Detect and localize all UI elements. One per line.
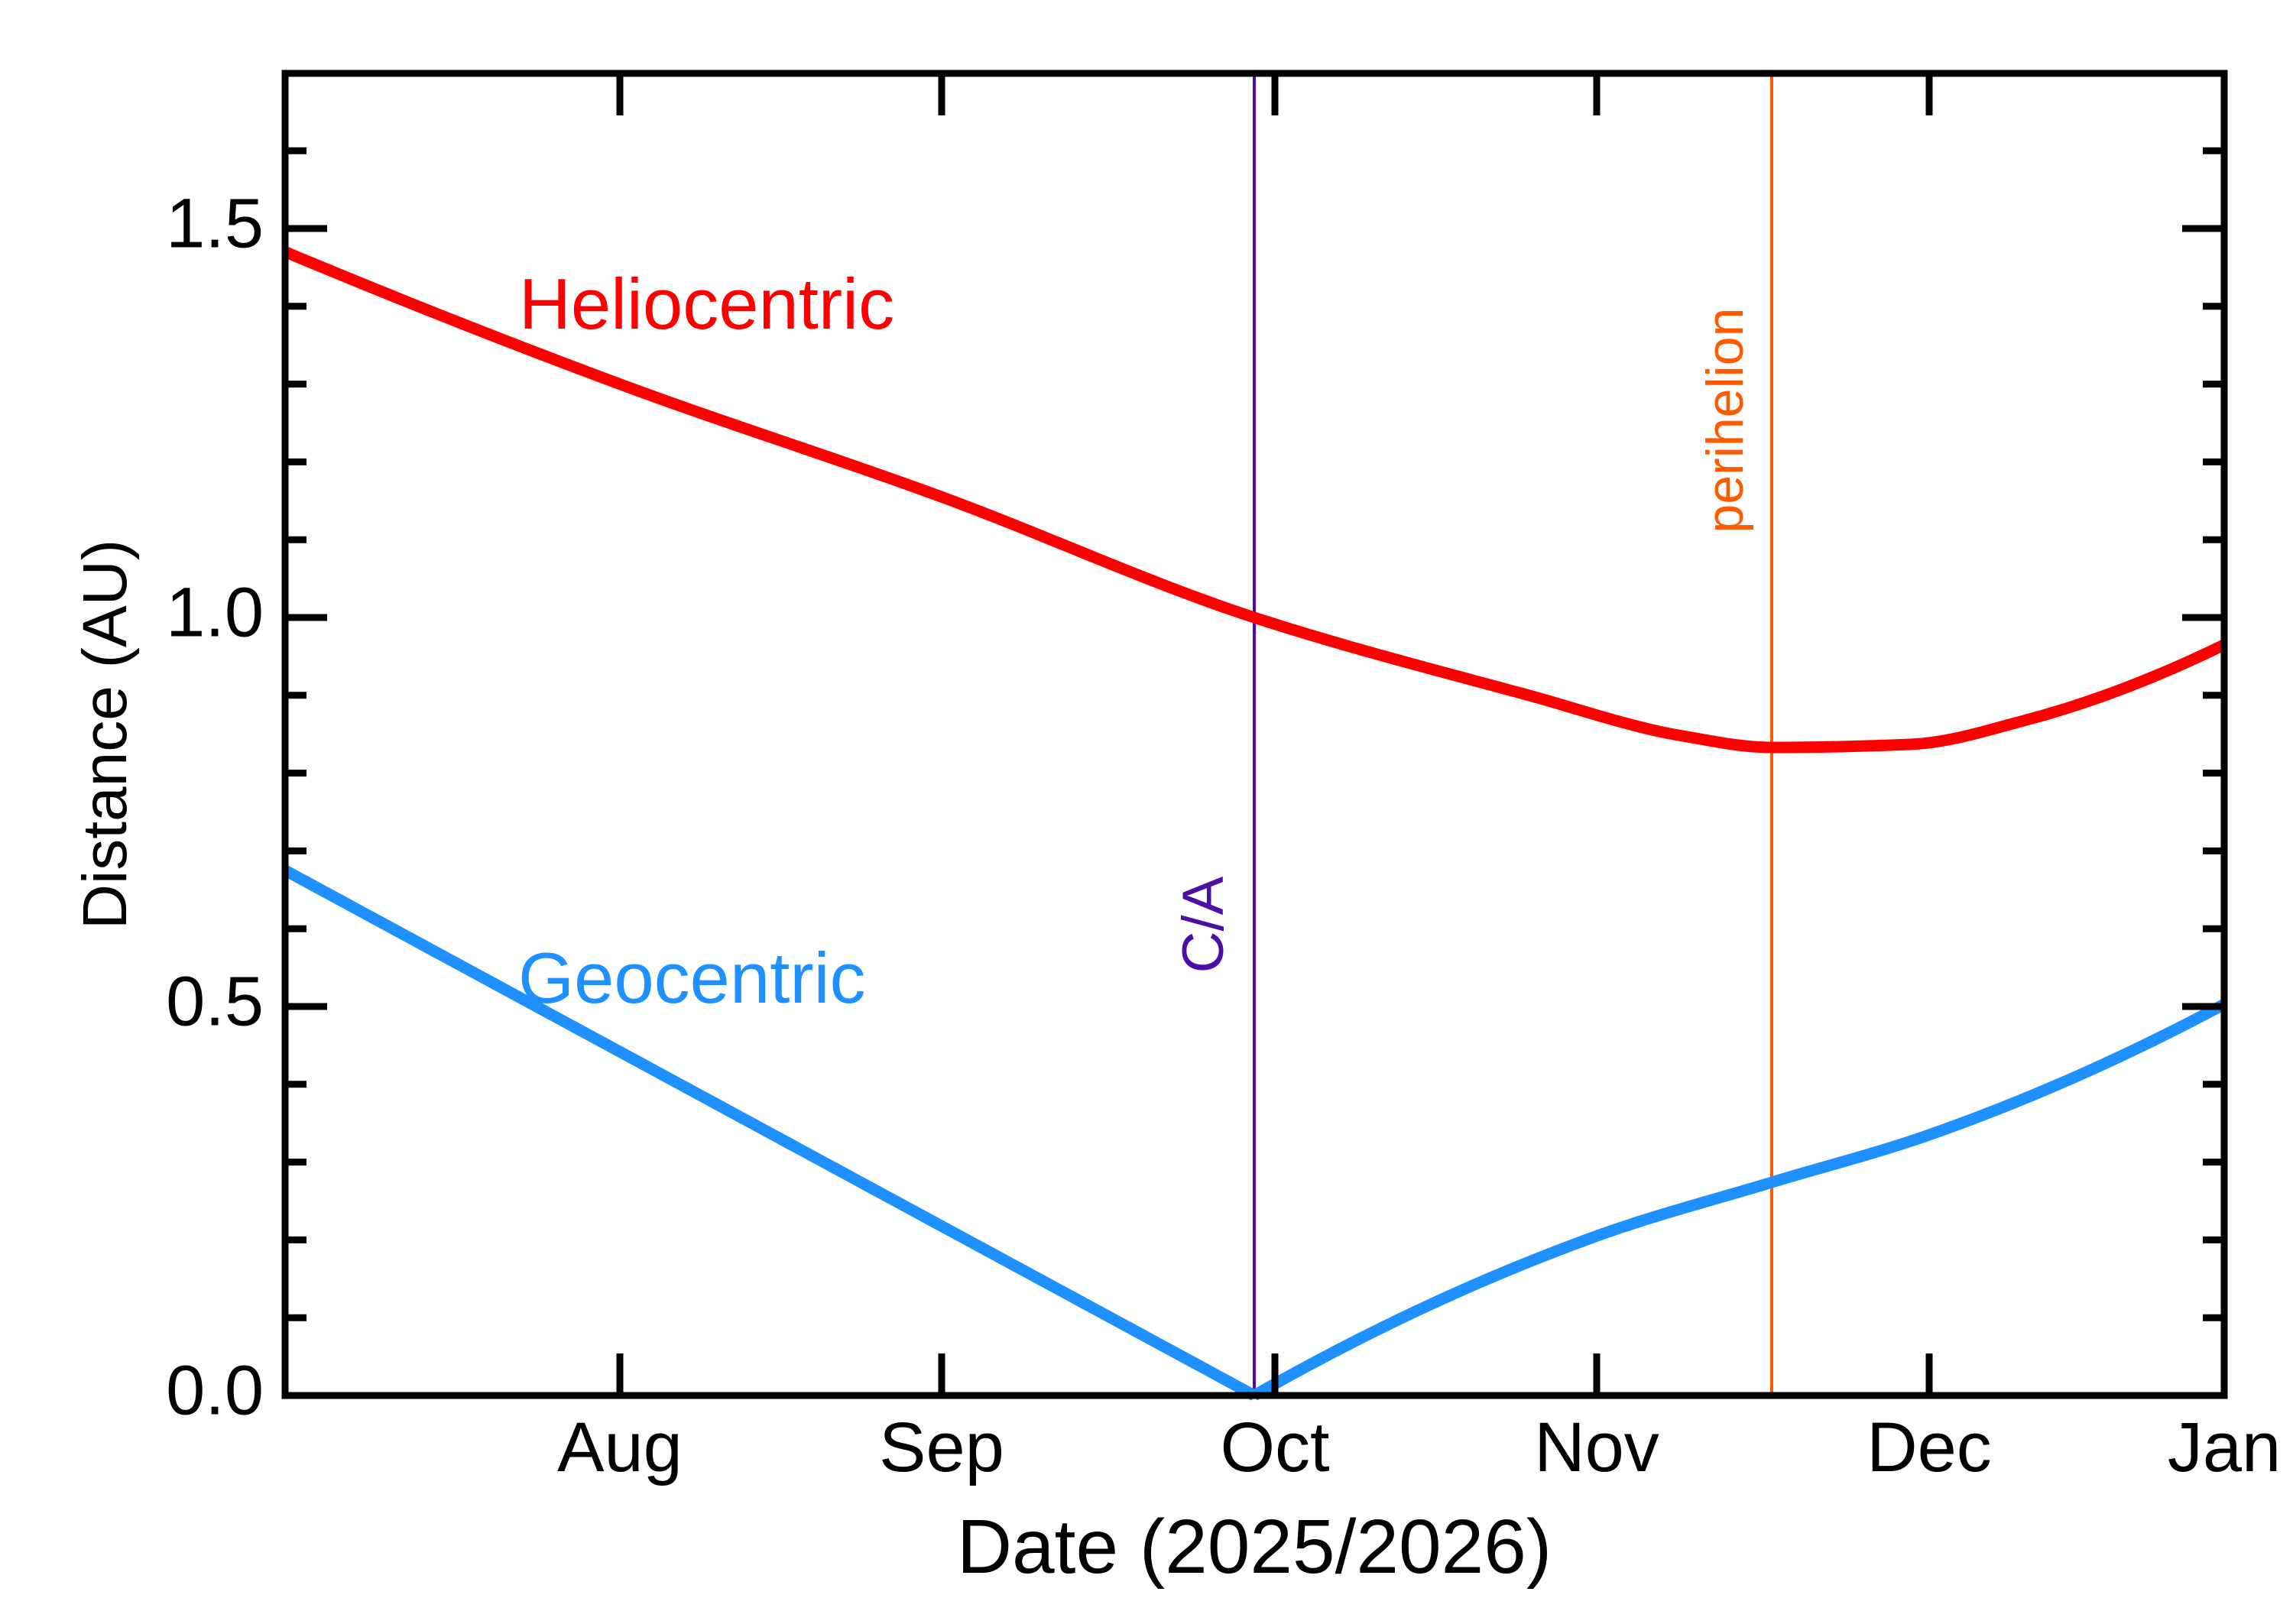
svg-text:perihelion: perihelion — [1696, 308, 1754, 533]
svg-text:Sep: Sep — [879, 1408, 1004, 1486]
svg-text:1.5: 1.5 — [166, 184, 264, 262]
svg-text:Nov: Nov — [1534, 1408, 1659, 1486]
svg-text:Date (2025/2026): Date (2025/2026) — [957, 1504, 1552, 1590]
svg-text:Heliocentric: Heliocentric — [519, 264, 894, 344]
svg-text:Distance (AU): Distance (AU) — [70, 540, 140, 929]
svg-text:Dec: Dec — [1867, 1408, 1992, 1486]
svg-text:0.5: 0.5 — [166, 962, 264, 1040]
svg-text:C/A: C/A — [1171, 876, 1236, 973]
svg-text:Aug: Aug — [557, 1408, 683, 1486]
svg-text:Oct: Oct — [1220, 1408, 1329, 1486]
svg-text:0.0: 0.0 — [166, 1351, 264, 1429]
svg-text:Jan: Jan — [2168, 1408, 2281, 1486]
svg-text:1.0: 1.0 — [166, 573, 264, 651]
svg-text:Geocentric: Geocentric — [518, 938, 866, 1018]
